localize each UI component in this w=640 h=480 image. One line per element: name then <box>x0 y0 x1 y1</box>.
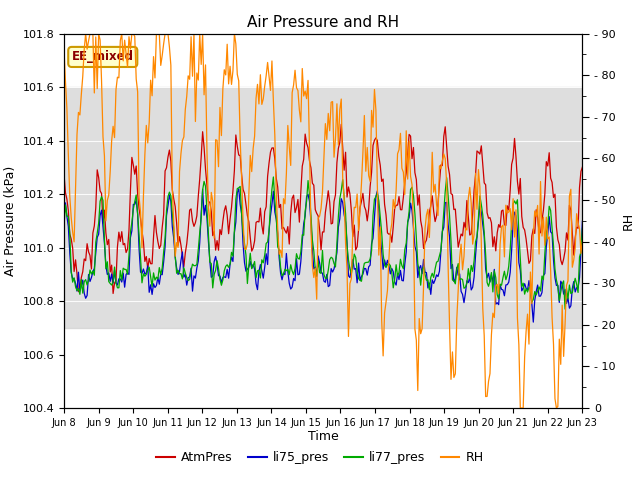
Text: EE_mixed: EE_mixed <box>72 50 134 63</box>
X-axis label: Time: Time <box>308 431 339 444</box>
Legend: AtmPres, li75_pres, li77_pres, RH: AtmPres, li75_pres, li77_pres, RH <box>152 446 488 469</box>
Y-axis label: RH: RH <box>621 212 634 230</box>
Bar <box>64 87 582 328</box>
Y-axis label: Air Pressure (kPa): Air Pressure (kPa) <box>4 166 17 276</box>
Title: Air Pressure and RH: Air Pressure and RH <box>247 15 399 30</box>
